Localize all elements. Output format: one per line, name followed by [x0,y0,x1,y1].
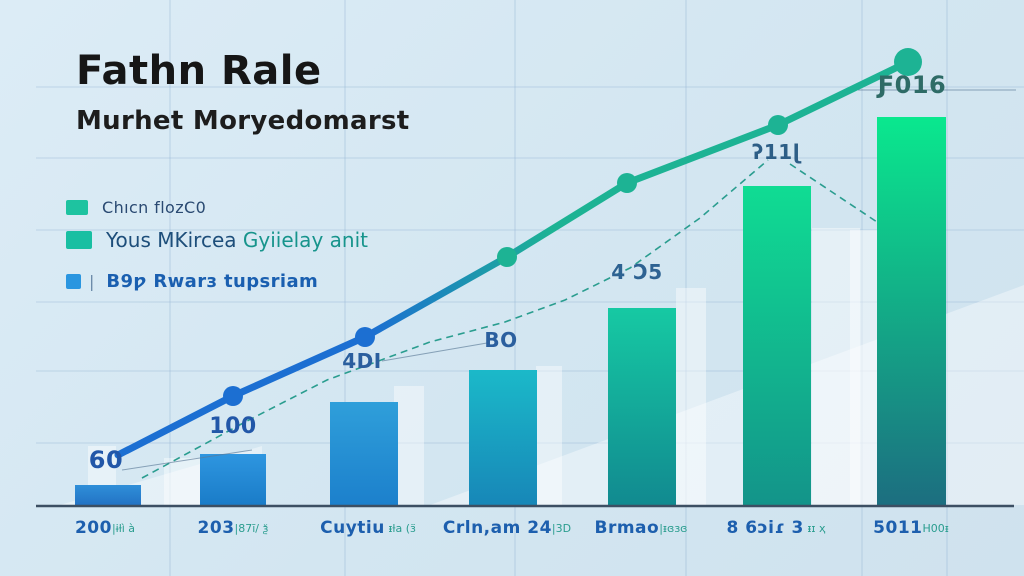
x-axis-label: 203|87ī/ ѯ [198,518,269,538]
background-area-shape [430,285,1024,505]
value-label: Ƒ016 [876,71,947,99]
x-axis-label: 5011H00ᵻ [873,518,949,538]
legend: Chıcn flozC0 Yous MKircea Gyiielay anit … [66,198,368,303]
legend-label-2: Yous MKircea Gyiielay anit [106,228,368,252]
legend-label-3: B9ƿ Rwarз tupsriam [106,271,319,292]
value-label: ʔ11ɭ [752,140,802,164]
legend-separator: | [89,272,95,291]
legend-swatch-teal-icon [66,200,88,215]
legend-swatch-blue-icon [66,274,81,289]
ghost-bar [850,230,877,505]
dashed-trend-line [141,159,769,479]
chart-subtitle: Murhet Moryedomarst [76,106,410,136]
line-marker [497,247,517,267]
line-marker [768,115,788,135]
legend-swatch-teal-icon [66,231,92,249]
line-marker [894,48,922,76]
x-axis-label: Crln,am 24|3D [443,518,571,538]
bar [877,117,946,505]
bar [75,485,141,505]
ghost-bar [676,288,706,505]
x-axis-label: Brmao|ᵻɞɜɞ [595,518,688,538]
legend-label-1: Chıcn flozC0 [102,198,207,217]
legend-item-3: | B9ƿ Rwarз tupsriam [66,271,368,292]
line-marker [617,173,637,193]
dashed-trend-line [789,163,878,223]
x-axis-label: Cuytiu ᵻƚa (ӟ [320,518,416,538]
value-label: 100 [209,414,256,439]
x-axis-label: 8 6ɔiɾ 3 ᵻɪ ҳ [726,518,826,538]
ghost-bar [394,386,424,505]
gridlines [36,0,1024,576]
bar [200,454,266,505]
bar [743,186,811,505]
bar [469,370,537,505]
bar [608,308,676,505]
value-label: BO [484,328,517,352]
x-axis-label: 200|ɨƚì à [75,518,135,538]
legend-item-1: Chıcn flozC0 [66,198,368,217]
ghost-bar [812,228,860,505]
line-marker [223,386,243,406]
value-label: 4DI [342,349,381,373]
legend-item-2: Yous MKircea Gyiielay anit [66,228,368,252]
value-label: 4 Ɔ5 [611,260,662,284]
annotation-line [381,342,488,362]
chart-title: Fathn Rale [76,48,322,94]
line-marker [355,327,375,347]
value-label: 60 [89,446,123,474]
annotation-line [121,449,253,471]
bar [330,402,398,505]
ghost-bar [536,366,562,505]
